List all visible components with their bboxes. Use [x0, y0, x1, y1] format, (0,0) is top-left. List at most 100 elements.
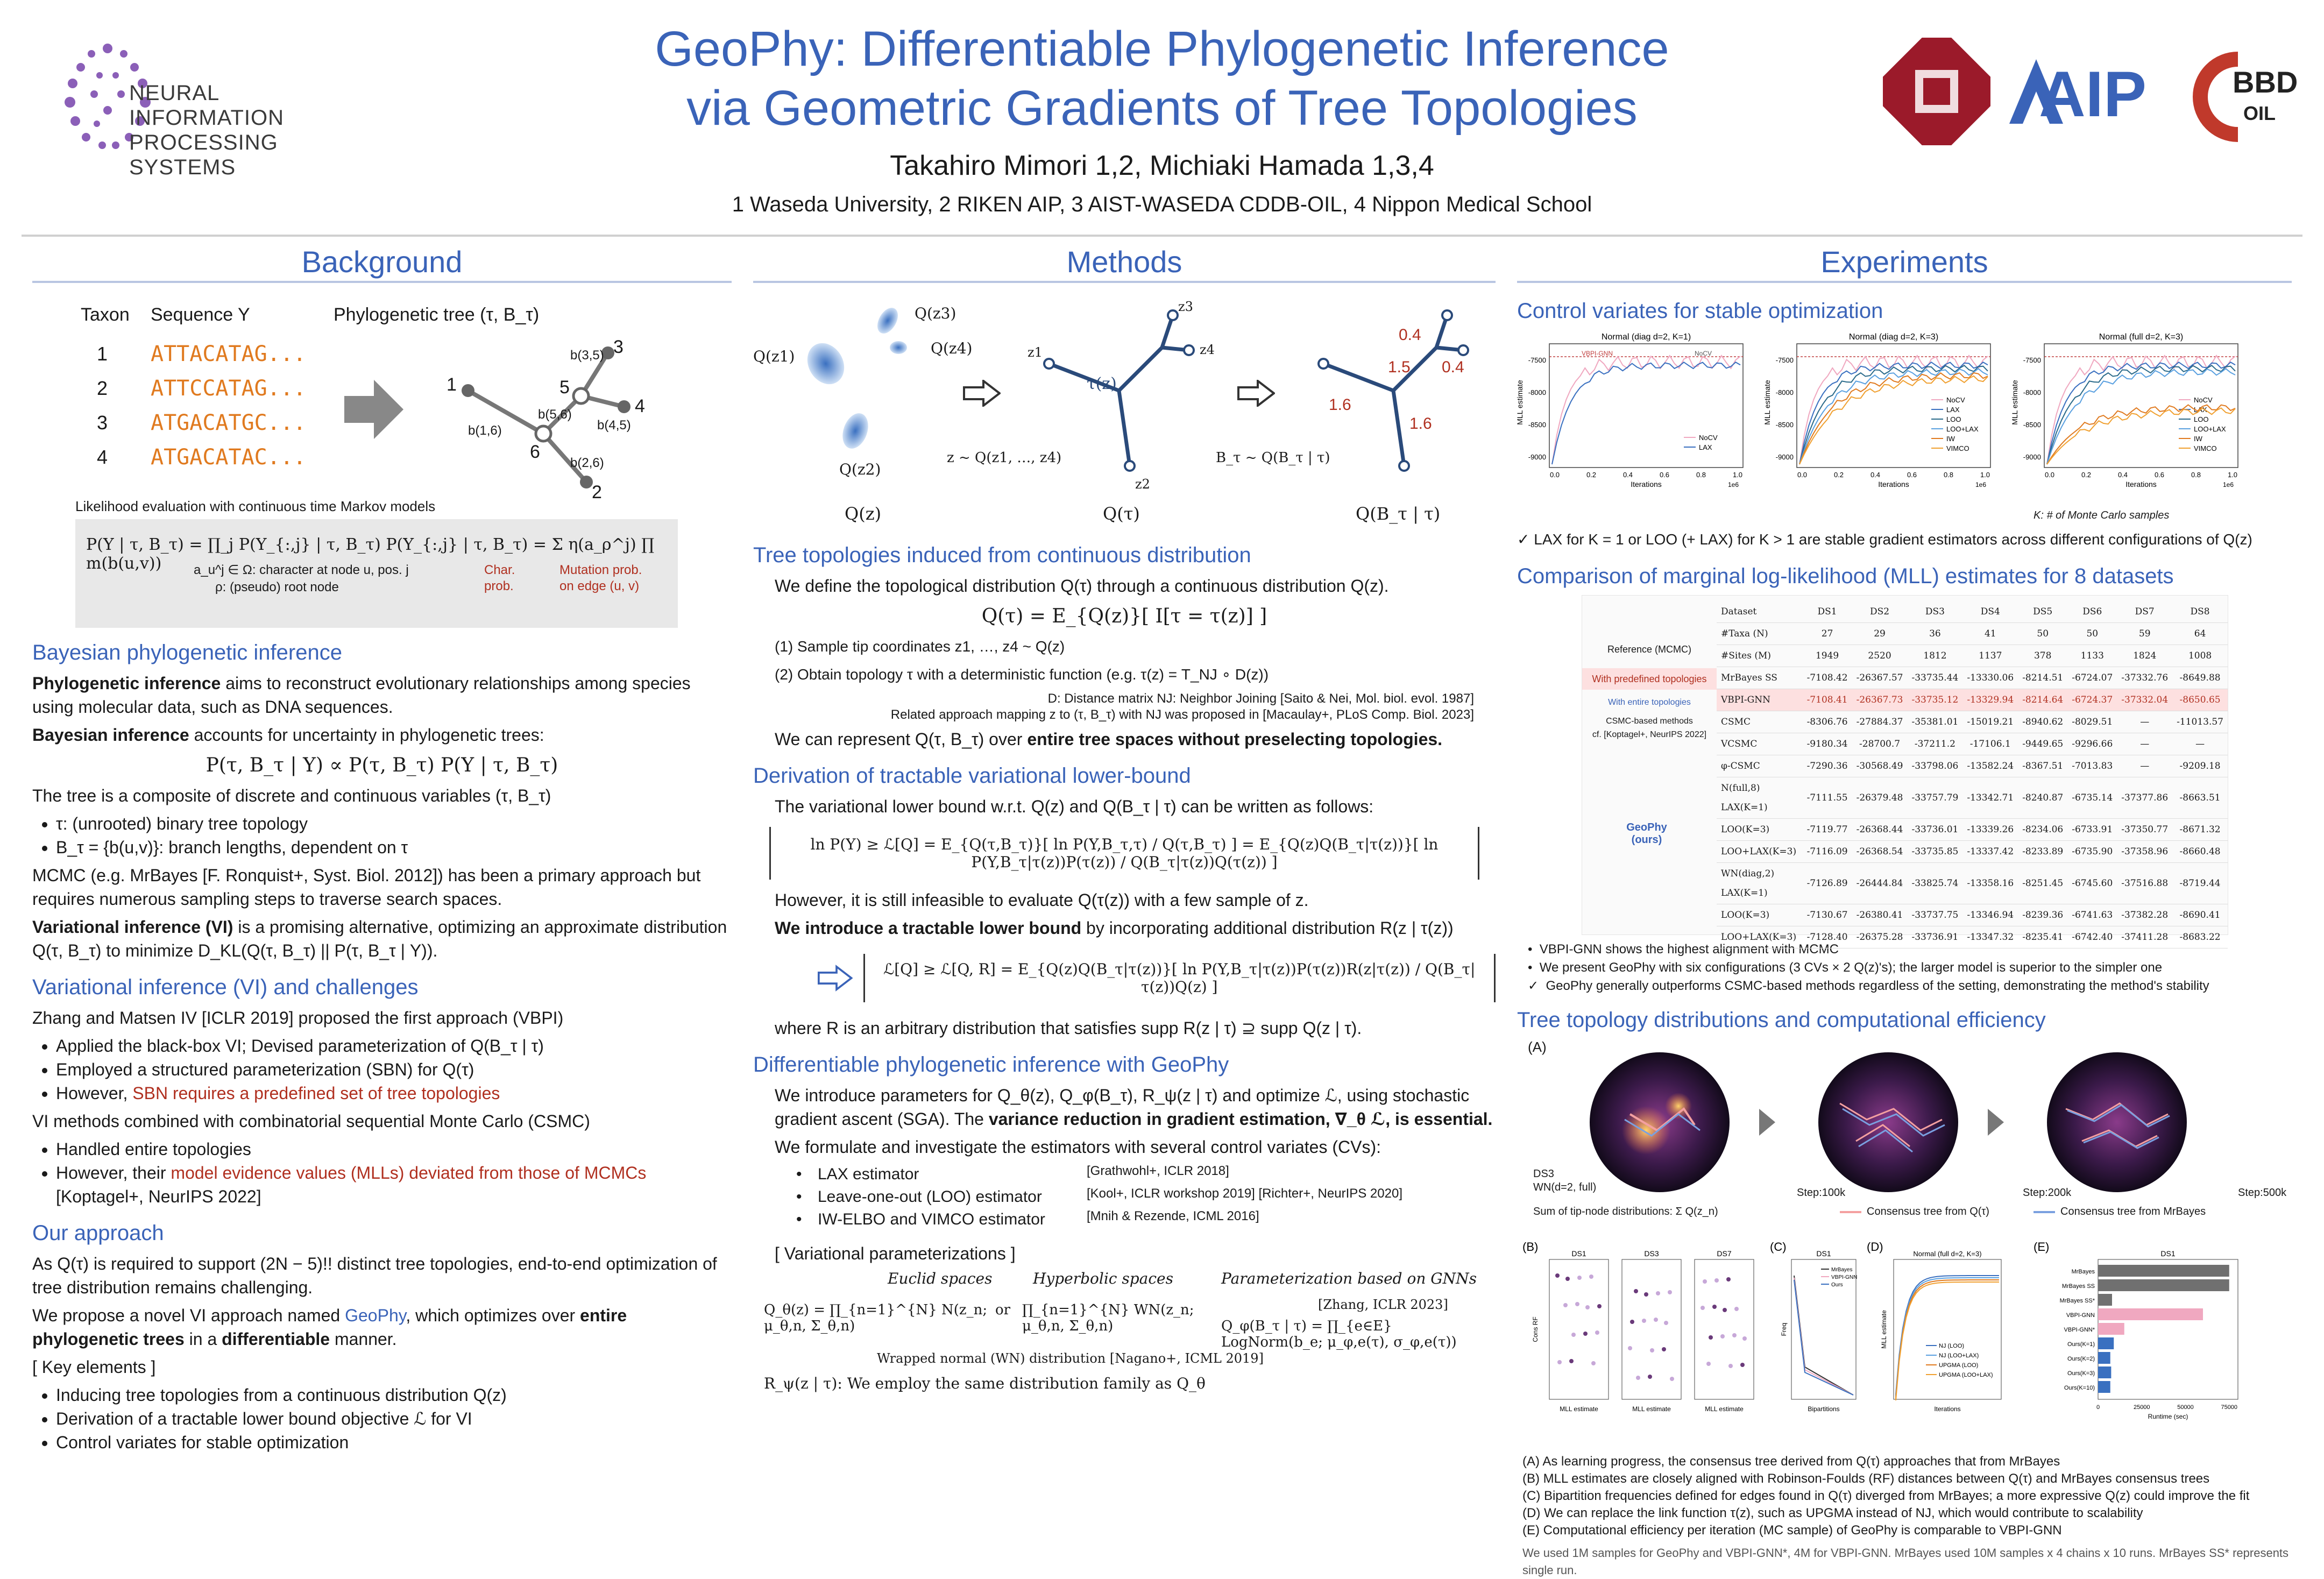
- table-cell: 2520: [1852, 645, 1908, 667]
- scatter-point: [1575, 1302, 1579, 1306]
- table-cell: DS3: [1907, 601, 1963, 623]
- node-4: 4: [635, 396, 645, 416]
- table-cell: -7108.41: [1802, 689, 1852, 711]
- x-tick-label: 1.0: [1733, 471, 1742, 479]
- ds3-label: DS3: [1533, 1168, 1554, 1180]
- cv-plot: Normal (full d=2, K=3) -7500 -8000 -8500 -90…: [2010, 332, 2238, 488]
- z4-label: z4: [1200, 342, 1215, 357]
- plot-title: Normal (full d=2, K=3): [1913, 1250, 1981, 1258]
- mll-entire-label: With entire topologies: [1608, 698, 1691, 707]
- x-axis-unit: 1e6: [1728, 481, 1739, 488]
- series-line: [1799, 375, 1988, 465]
- neurips-logo-mark-icon: [65, 44, 151, 149]
- table-cell: -8663.51: [2172, 777, 2228, 819]
- scatter-point: [1565, 1277, 1570, 1281]
- bar: [2098, 1294, 2112, 1306]
- y-tick-label: -8500: [2023, 421, 2041, 429]
- bar-label: VBPI-GNN*: [2064, 1327, 2095, 1333]
- table-cell: DS4: [1962, 601, 2018, 623]
- table-cell: -37358.96: [2117, 840, 2173, 863]
- table-cell: -8214.51: [2018, 667, 2068, 689]
- bar-label: VBPI-GNN: [2066, 1312, 2095, 1319]
- poster-title: GeoPhy: Differentiable Phylogenetic Infe…: [0, 19, 2324, 138]
- table-cell: -8251.45: [2018, 862, 2068, 904]
- x-tick-label: 0.8: [2191, 471, 2201, 479]
- panel-label: (E): [2034, 1240, 2049, 1254]
- legend-label: NoCV: [1946, 396, 1965, 404]
- taxon-4: 4: [97, 446, 108, 468]
- mll-csmc-label: CSMC-based methods: [1606, 717, 1693, 726]
- scatter-point: [1634, 1289, 1638, 1293]
- lower-bound-p3: We introduce a tractable lower bound by …: [775, 918, 1454, 938]
- taxon-1: 1: [97, 343, 108, 365]
- cbbd-mark-icon: [2193, 52, 2238, 142]
- cv-plot-frame: [1549, 343, 1744, 468]
- table-cell: φ-CSMC: [1717, 755, 1803, 777]
- table-cell: 1137: [1962, 645, 2018, 667]
- table-cell: -6745.60: [2067, 862, 2117, 904]
- our-approach-heading: Our approach: [32, 1221, 164, 1245]
- table-cell: -6735.90: [2067, 840, 2117, 863]
- x-tick-label: 0.0: [1550, 471, 1560, 479]
- list-item: Handled entire topologies: [56, 1137, 732, 1161]
- scatter-point: [1712, 1305, 1717, 1309]
- methods-heading: Methods: [753, 243, 1496, 283]
- x-tick-label: 0.0: [1797, 471, 1807, 479]
- cv-name: LAX estimator: [818, 1165, 919, 1183]
- series-line: [1799, 361, 1988, 465]
- table-cell: -7108.42: [1802, 667, 1852, 689]
- y-tick-label: -7500: [1776, 356, 1794, 364]
- table-cell: -9449.65: [2018, 733, 2068, 755]
- bayes-p1: Phylogenetic inference aims to reconstru…: [32, 674, 691, 717]
- table-cell: -8671.32: [2172, 818, 2228, 841]
- y-tick-label: -7500: [1528, 356, 1546, 364]
- table-cell: DS7: [2117, 601, 2173, 623]
- table-cell: -33798.06: [1907, 755, 1963, 777]
- table-cell: -7128.40: [1802, 926, 1852, 948]
- cv-name: Leave-one-out (LOO) estimator: [818, 1188, 1042, 1206]
- x-axis-unit: 1e6: [2223, 481, 2234, 488]
- bar-label: Ours(K=10): [2064, 1385, 2095, 1391]
- bar-label: MrBayes SS: [2062, 1283, 2095, 1290]
- y-tick-label: -8500: [1528, 421, 1546, 429]
- scatter-plot: DS3 MLL estimate: [1621, 1249, 1682, 1413]
- table-cell: —: [2172, 733, 2228, 755]
- bar-label: Ours(K=3): [2067, 1370, 2095, 1377]
- vbpi-list: Applied the black-box VI; Devised parame…: [32, 1034, 732, 1105]
- table-row: #Sites (M) 1949 2520 1812 1137 378 1133 1824 100…: [1717, 645, 2228, 667]
- series-line: [2046, 404, 2236, 465]
- table-cell: -7013.83: [2067, 755, 2117, 777]
- x-axis-label: MLL estimate: [1705, 1405, 1744, 1413]
- x-axis-label: Iterations: [1934, 1405, 1960, 1413]
- table-cell: -8235.41: [2018, 926, 2068, 948]
- scatter-point: [1734, 1307, 1739, 1311]
- bayes-p2: Bayesian inference accounts for uncertai…: [32, 725, 544, 745]
- cv-plot-title: Normal (diag d=2, K=1): [1602, 332, 1691, 342]
- cv-cite: [Grathwohl+, ICLR 2018]: [1087, 1164, 1229, 1178]
- y-axis-label: Freq: [1780, 1323, 1788, 1336]
- z3-label: z3: [1178, 299, 1193, 314]
- table-cell: DS1: [1802, 601, 1852, 623]
- neurips-logo-line2: PROCESSING SYSTEMS: [129, 131, 278, 179]
- bar: [2098, 1337, 2114, 1349]
- y-tick-label: -9000: [1528, 453, 1546, 461]
- table-cell: DS8: [2172, 601, 2228, 623]
- legend-label: MrBayes: [1831, 1267, 1852, 1273]
- x-tick-label: 0.6: [2155, 471, 2164, 479]
- scatter-point: [1642, 1319, 1646, 1323]
- related-note: Related approach mapping z to (τ, B_τ) w…: [890, 707, 1474, 722]
- experiments-heading: Experiments: [1517, 243, 2292, 283]
- caption-d: (D) We can replace the link function τ(z…: [1522, 1506, 2143, 1520]
- table-cell: -33735.85: [1907, 840, 1963, 863]
- table-row: LOO+LAX(K=3) -7128.40 -26375.28 -33736.91 -1…: [1717, 926, 2228, 948]
- table-cell: -8233.89: [2018, 840, 2068, 863]
- panel-a-label: (A): [1528, 1039, 1547, 1055]
- legend-label: UPGMA (LOO): [1939, 1362, 1978, 1369]
- table-cell: -33735.44: [1907, 667, 1963, 689]
- cv-plot-title: Normal (diag d=2, K=3): [1849, 332, 1938, 342]
- table-cell: -7119.77: [1802, 818, 1852, 841]
- footnote: We used 1M samples for GeoPhy and VBPI-G…: [1522, 1546, 2289, 1577]
- or-label: or: [995, 1302, 1011, 1318]
- key-elements-list: Inducing tree topologies from a continuo…: [32, 1383, 732, 1454]
- vp-label: [ Variational parameterizations ]: [775, 1244, 1016, 1263]
